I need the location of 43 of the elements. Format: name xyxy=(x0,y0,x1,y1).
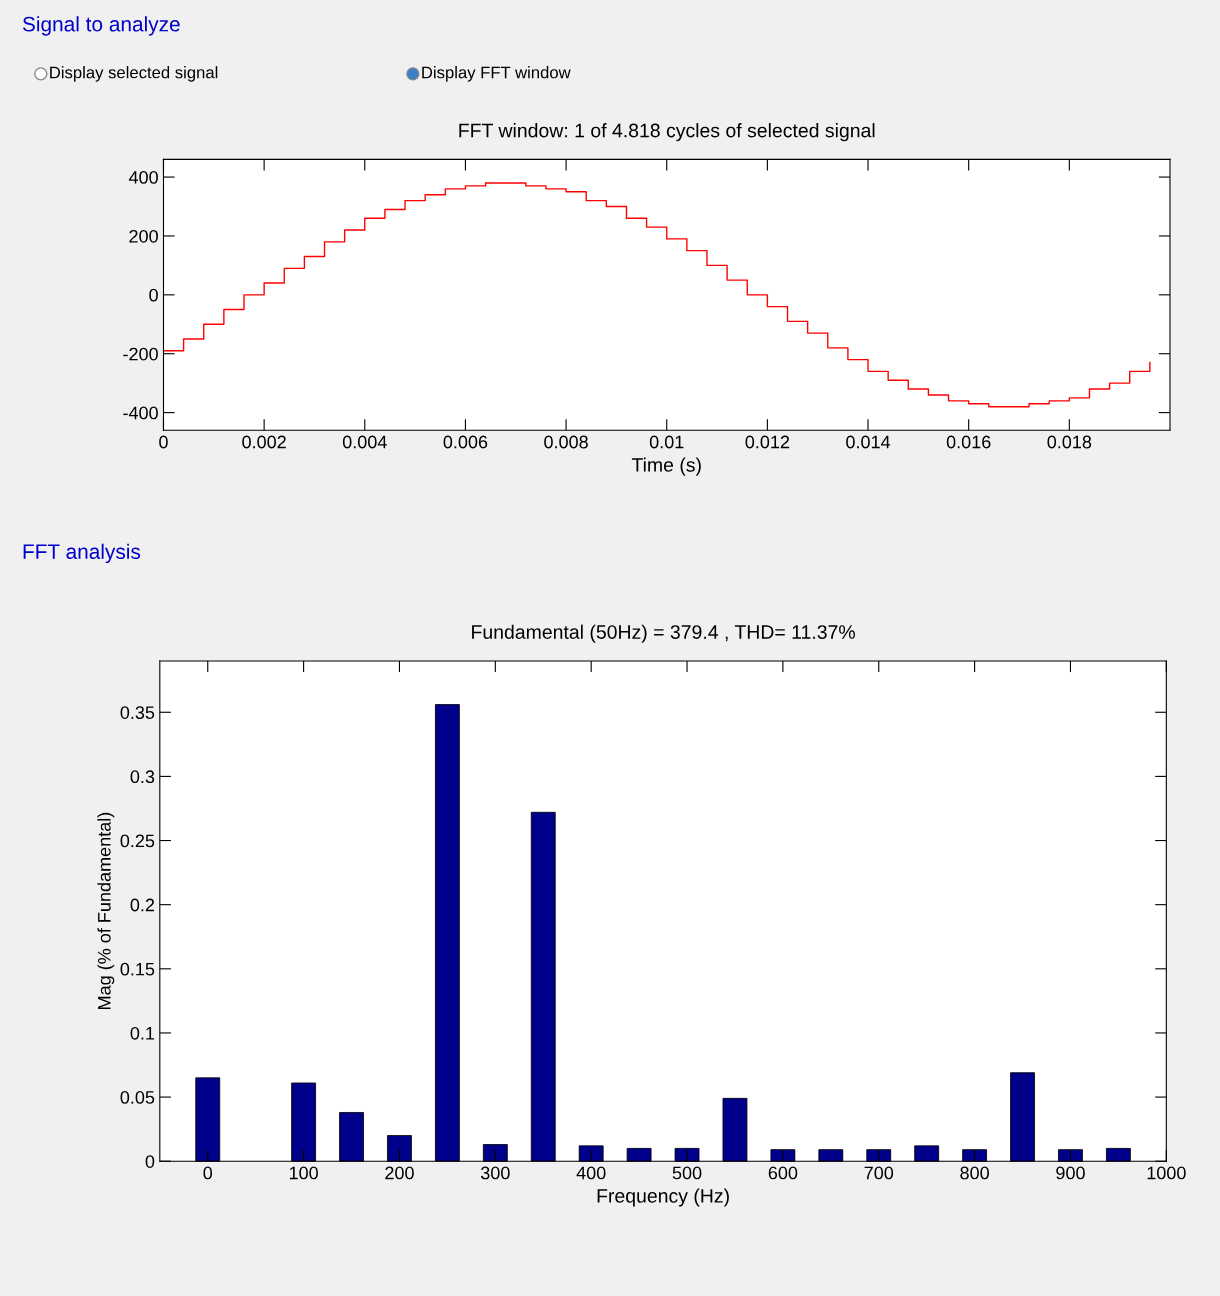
x-tick-label: 0.002 xyxy=(242,435,286,449)
x-tick-label: 600 xyxy=(768,1166,798,1180)
y-tick-label: 0.2 xyxy=(130,898,155,912)
y-tick-label: 0.3 xyxy=(130,770,155,784)
y-tick-label: 0 xyxy=(149,288,158,302)
text: Signal to analyze xyxy=(22,16,180,36)
x-axis-title: Frequency (Hz) xyxy=(597,1188,729,1207)
x-tick-label: 400 xyxy=(576,1166,606,1180)
x-tick-label: 900 xyxy=(1056,1166,1085,1180)
x-tick-label: 0.004 xyxy=(342,435,387,449)
x-tick-label: 0.008 xyxy=(544,435,588,449)
chart-title: Fundamental (50Hz) = 379.4 , THD= 11.37% xyxy=(472,624,855,643)
y-tick-label: 0.35 xyxy=(120,706,155,719)
x-tick-label: 0.016 xyxy=(946,435,991,449)
y-tick-label: 0 xyxy=(145,1155,155,1168)
x-tick-label: 300 xyxy=(480,1166,510,1180)
x-tick-label: 0.018 xyxy=(1047,435,1092,449)
y-tick-label: 200 xyxy=(129,229,158,243)
y-axis-title: Mag (% of Fundamental) xyxy=(97,812,115,1009)
y-tick-label: 0.1 xyxy=(130,1026,155,1040)
x-tick-label: 0.006 xyxy=(443,435,488,449)
x-tick-label: 200 xyxy=(385,1166,414,1180)
x-tick-label: 0.012 xyxy=(745,435,790,449)
x-tick-label: 100 xyxy=(289,1166,318,1180)
text: Display FFT window xyxy=(422,66,571,82)
x-tick-label: 0 xyxy=(203,1166,213,1180)
y-tick-label: -200 xyxy=(123,347,158,361)
y-tick-label: 0.05 xyxy=(120,1091,155,1104)
x-axis-title: Time (s) xyxy=(631,457,701,476)
y-tick-label: -400 xyxy=(123,406,158,420)
x-tick-label: 500 xyxy=(672,1166,702,1180)
text: Display selected signal xyxy=(50,66,218,82)
x-tick-label: 0 xyxy=(159,435,168,449)
x-tick-label: 0.01 xyxy=(649,435,684,449)
y-tick-label: 0.15 xyxy=(120,962,155,976)
y-tick-label: 400 xyxy=(128,171,158,184)
text: FFT analysis xyxy=(23,543,141,564)
x-tick-label: 1000 xyxy=(1147,1166,1186,1180)
x-tick-label: 800 xyxy=(960,1166,989,1180)
chart-title: FFT window: 1 of 4.818 cycles of selected signal xyxy=(459,123,875,142)
x-tick-label: 700 xyxy=(864,1166,894,1180)
y-tick-label: 0.25 xyxy=(120,834,155,848)
x-tick-label: 0.014 xyxy=(846,435,891,449)
